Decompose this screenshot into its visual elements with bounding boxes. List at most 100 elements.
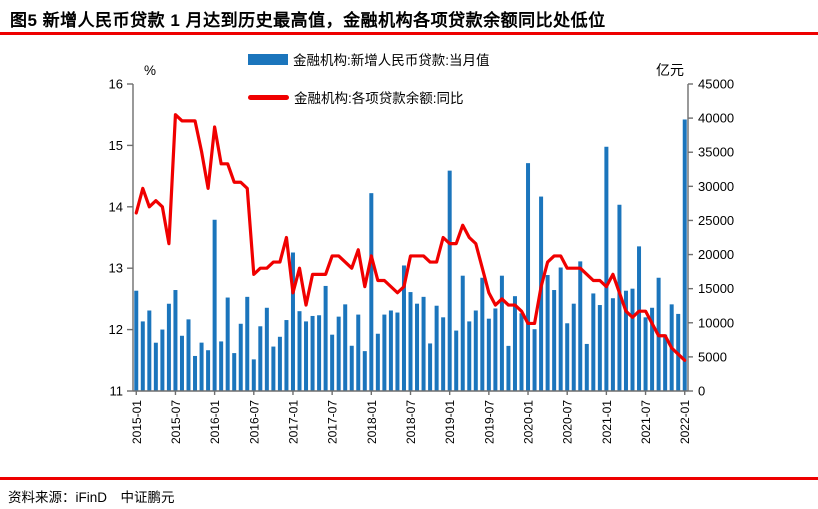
bar-2021-10 xyxy=(663,334,668,391)
chart-legend: 金融机构:新增人民币贷款:当月值 金融机构:各项贷款余额:同比 xyxy=(248,50,490,106)
bar-2019-12 xyxy=(519,313,524,391)
bar-2019-11 xyxy=(512,296,517,391)
chart-title: 图5 新增人民币贷款 1 月达到历史最高值，金融机构各项贷款余额同比处低位 xyxy=(10,11,606,30)
bar-2015-08 xyxy=(179,335,184,391)
bar-2019-03 xyxy=(460,275,465,391)
legend-label-bar-series: 金融机构:新增人民币贷款:当月值 xyxy=(293,53,490,68)
bar-2019-06 xyxy=(480,277,485,391)
bar-2015-03 xyxy=(147,310,152,391)
bar-2016-02 xyxy=(219,341,224,391)
bar-2016-06 xyxy=(245,296,250,391)
combo-chart: 16 15 14 13 12 11% 45000 40000 35000 30000 25000 20… xyxy=(109,62,735,444)
x-axis-tick-label: 2022-01 xyxy=(678,400,692,444)
bar-2015-11 xyxy=(199,342,204,391)
legend-swatch-line-icon xyxy=(248,94,289,100)
bar-2020-07 xyxy=(565,323,570,391)
bar-2021-07 xyxy=(643,317,648,391)
bar-2017-11 xyxy=(356,314,361,391)
footer-divider-line xyxy=(0,477,818,480)
bar-2016-04 xyxy=(232,353,237,391)
bar-2019-07 xyxy=(486,318,491,391)
bar-2020-05 xyxy=(552,290,557,391)
bar-2016-10 xyxy=(271,346,276,391)
left-axis-tick-label: 14 xyxy=(109,199,123,214)
bar-2016-11 xyxy=(277,336,282,391)
title-divider-line xyxy=(0,32,818,35)
x-axis-tick-label: 2019-01 xyxy=(443,400,457,444)
bar-2016-05 xyxy=(238,323,243,391)
bar-2021-08 xyxy=(650,307,655,391)
bar-2015-02 xyxy=(140,321,145,391)
bar-2018-04 xyxy=(388,310,393,391)
bar-2017-08 xyxy=(336,316,341,391)
bar-2015-01 xyxy=(134,290,139,391)
bar-2016-03 xyxy=(225,297,230,391)
legend-label-line-series: 金融机构:各项贷款余额:同比 xyxy=(294,91,464,106)
bar-2021-03 xyxy=(617,204,622,391)
legend-item-bar-series: 金融机构:新增人民币贷款:当月值 xyxy=(248,50,490,68)
bar-2021-01 xyxy=(604,146,609,391)
bar-2019-01 xyxy=(447,170,452,391)
left-axis-tick-label: 11 xyxy=(110,384,124,399)
x-axis-tick-label: 2018-07 xyxy=(404,400,418,444)
x-axis-tick-label: 2020-07 xyxy=(561,400,575,444)
bar-2017-12 xyxy=(362,351,367,391)
right-axis-tick-label: 20000 xyxy=(698,247,734,262)
legend-swatch-bar-icon xyxy=(248,53,288,65)
bar-2020-01 xyxy=(526,163,531,391)
x-axis-tick-label: 2017-01 xyxy=(286,400,300,444)
bar-2019-04 xyxy=(467,321,472,391)
bar-2018-08 xyxy=(415,303,420,391)
bar-2021-05 xyxy=(630,288,635,391)
bar-2017-09 xyxy=(343,304,348,391)
x-axis-tick-label: 2016-01 xyxy=(208,400,222,444)
bar-2018-06 xyxy=(401,265,406,391)
bar-2017-10 xyxy=(349,345,354,391)
bar-2017-05 xyxy=(317,315,322,391)
bar-2021-06 xyxy=(637,246,642,391)
bar-2018-07 xyxy=(408,292,413,391)
bar-2017-03 xyxy=(304,321,309,391)
bar-2021-02 xyxy=(610,298,615,391)
x-axis-tick-label: 2015-01 xyxy=(130,400,144,444)
bar-2018-11 xyxy=(434,305,439,391)
left-axis-tick-label: 15 xyxy=(109,138,123,153)
bar-2017-02 xyxy=(297,311,302,391)
bar-2022-01 xyxy=(682,119,687,391)
x-axis-tick-label: 2020-01 xyxy=(522,400,536,444)
bar-2018-01 xyxy=(369,193,374,391)
bar-2020-12 xyxy=(597,305,602,391)
bar-2016-08 xyxy=(258,326,263,391)
bar-2020-08 xyxy=(571,303,576,391)
x-axis-tick-label: 2016-07 xyxy=(247,400,261,444)
left-axis-unit-label: % xyxy=(144,63,156,78)
bar-2018-10 xyxy=(428,343,433,391)
bar-2019-05 xyxy=(473,310,478,391)
bar-2019-10 xyxy=(506,345,511,391)
bar-2017-04 xyxy=(310,315,315,391)
bar-2020-11 xyxy=(591,293,596,391)
right-axis-tick-label: 0 xyxy=(698,384,705,399)
right-axis-tick-label: 15000 xyxy=(698,281,734,296)
bar-2020-10 xyxy=(584,343,589,391)
bar-2016-01 xyxy=(212,219,217,391)
x-axis-tick-label: 2021-01 xyxy=(600,400,614,444)
bar-2015-10 xyxy=(193,355,198,391)
x-axis-tick-label: 2017-07 xyxy=(326,400,340,444)
bar-2019-02 xyxy=(454,330,459,391)
right-axis-tick-label: 10000 xyxy=(698,315,734,330)
bar-2019-08 xyxy=(493,308,498,391)
x-axis-tick-label: 2019-07 xyxy=(482,400,496,444)
bar-2015-12 xyxy=(206,350,211,391)
right-axis-tick-label: 45000 xyxy=(698,77,734,92)
bar-2016-07 xyxy=(251,359,256,391)
bar-2018-05 xyxy=(395,312,400,391)
bar-2015-04 xyxy=(153,342,158,391)
right-axis-tick-label: 40000 xyxy=(698,111,734,126)
source-note: 资料来源：iFinD 中证鹏元 xyxy=(8,490,175,505)
left-axis-tick-label: 13 xyxy=(109,261,123,276)
bar-2018-12 xyxy=(441,317,446,391)
bar-2017-07 xyxy=(330,334,335,391)
bar-2021-04 xyxy=(623,290,628,391)
left-axis-tick-label: 16 xyxy=(109,77,123,92)
